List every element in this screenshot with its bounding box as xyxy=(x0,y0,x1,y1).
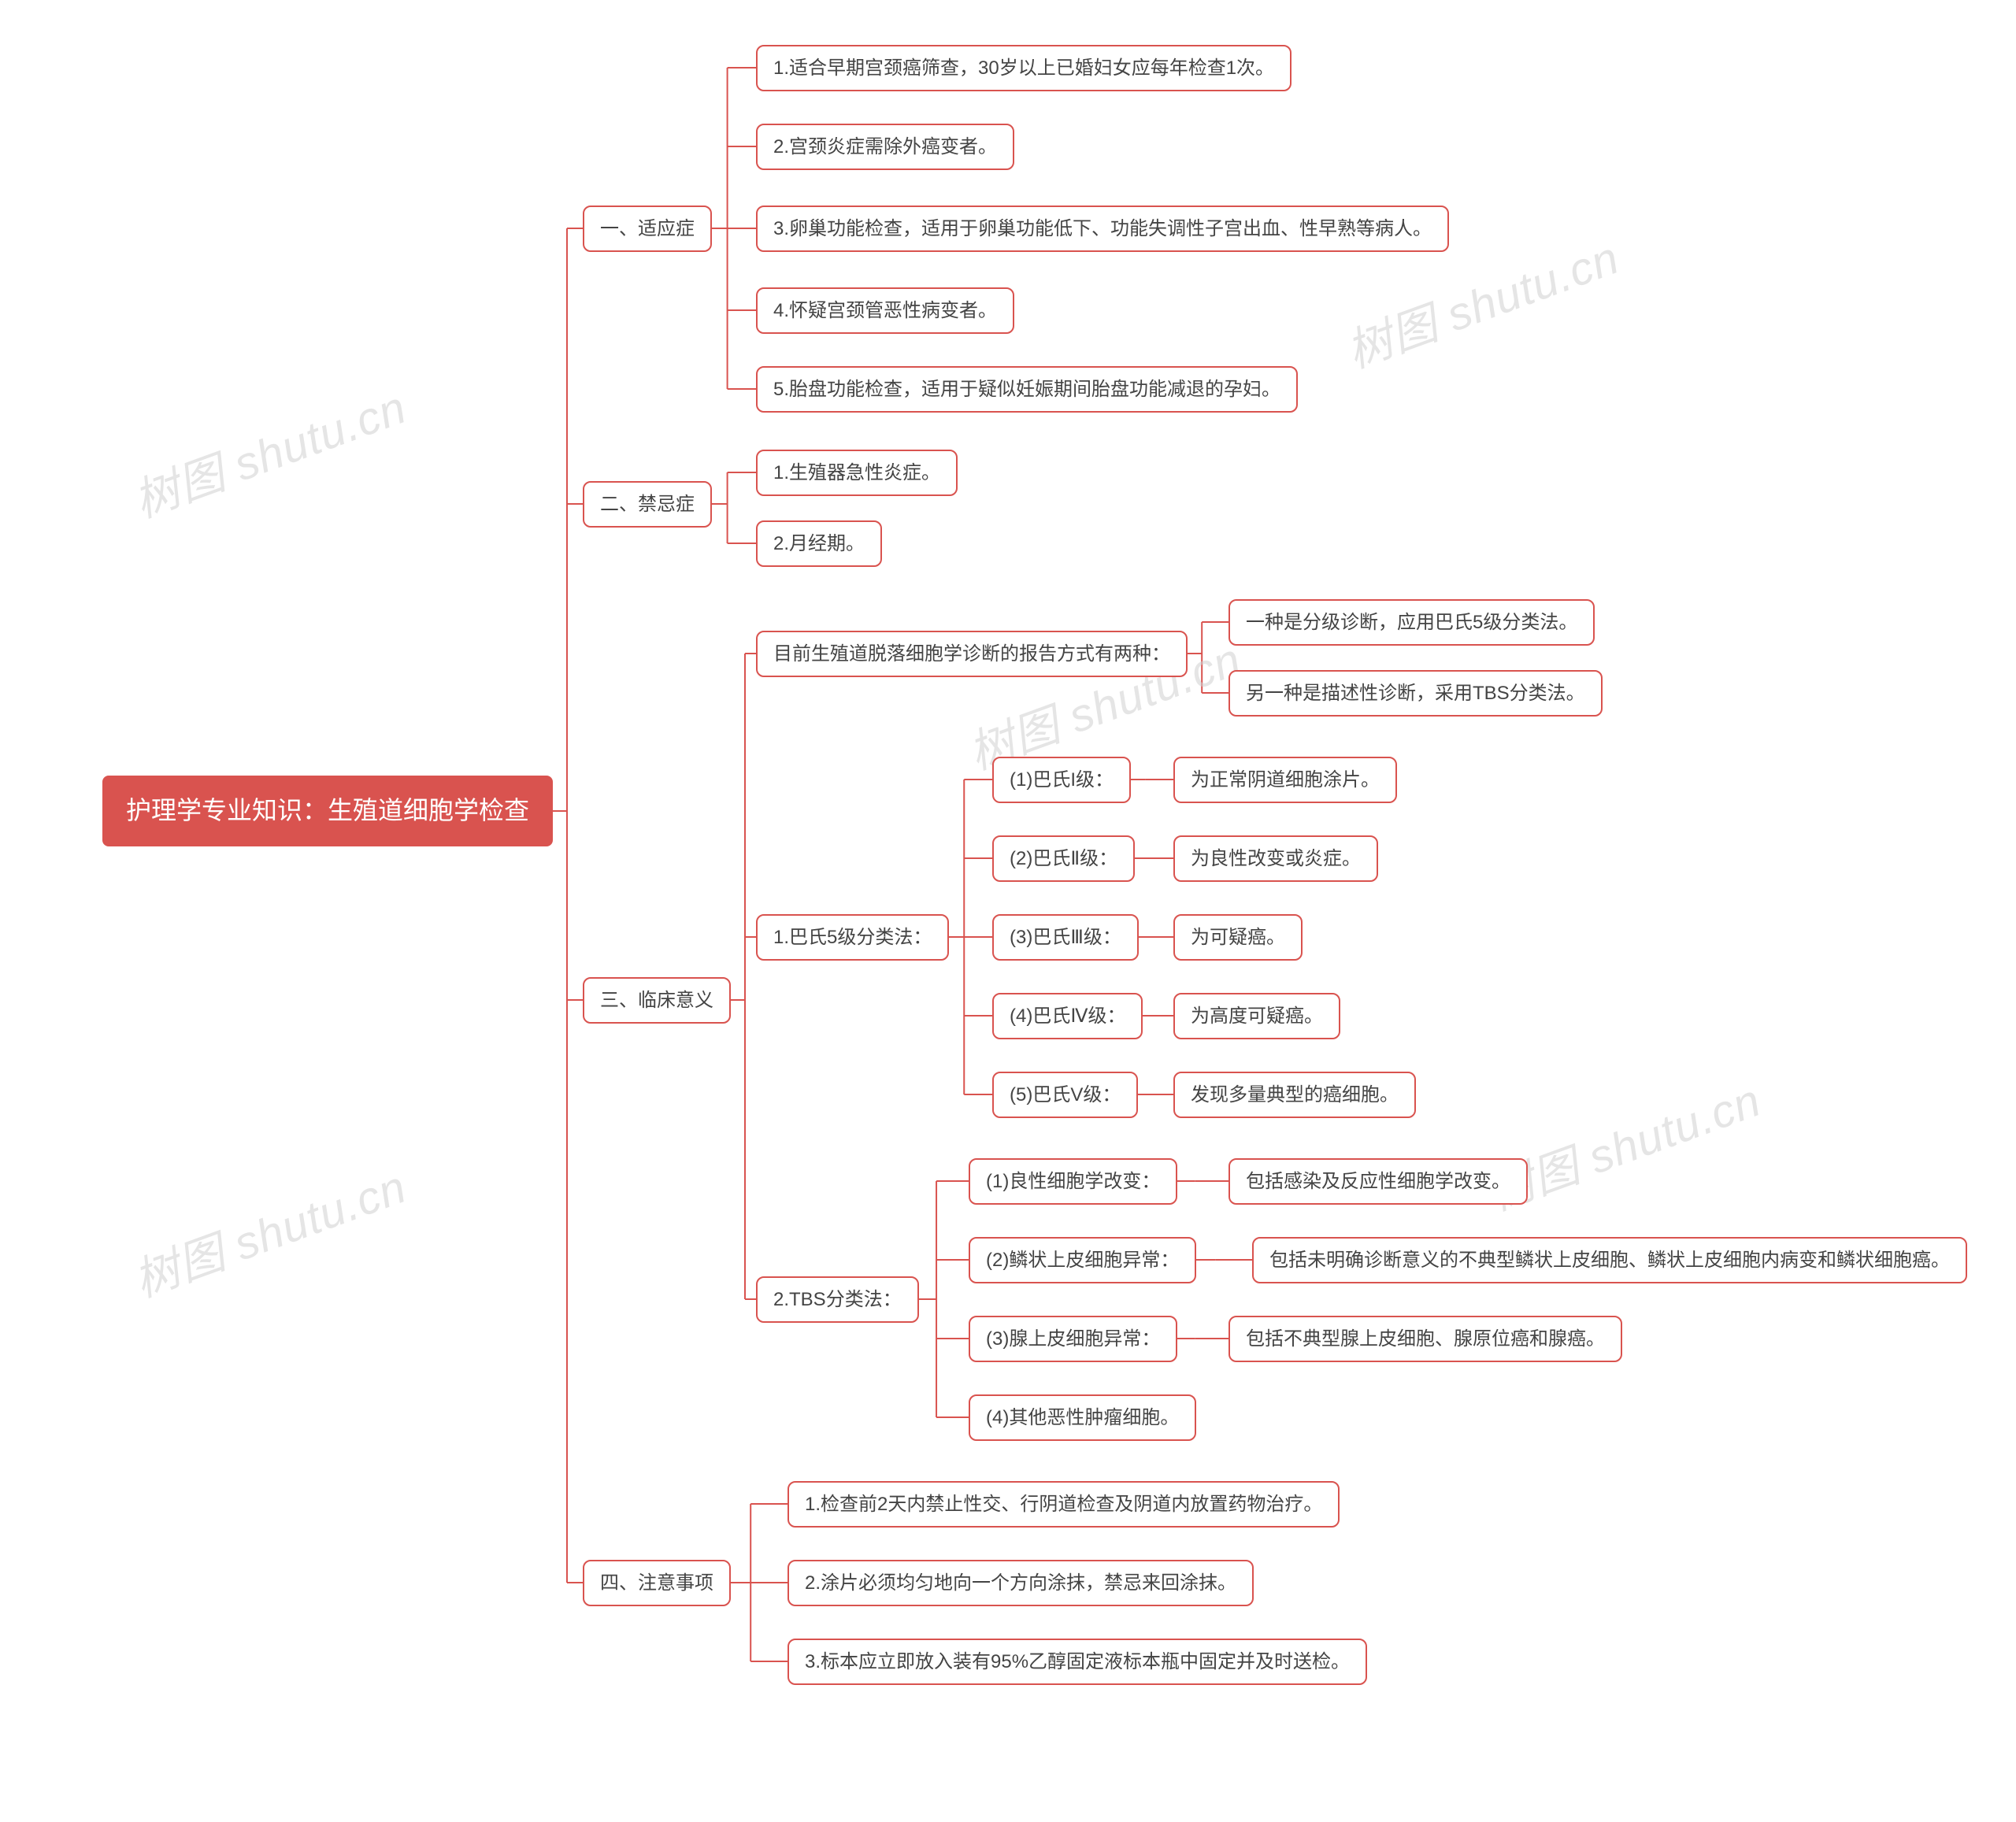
node-label: 包括未明确诊断意义的不典型鳞状上皮细胞、鳞状上皮细胞内病变和鳞状细胞癌。 xyxy=(1269,1248,1950,1272)
node-label: 另一种是描述性诊断，采用TBS分类法。 xyxy=(1246,681,1585,705)
node-label: 3.卵巢功能检查，适用于卵巢功能低下、功能失调性子宫出血、性早熟等病人。 xyxy=(773,217,1432,241)
mindmap-node: 为正常阴道细胞涂片。 xyxy=(1173,757,1397,803)
mindmap-node: 2.TBS分类法： xyxy=(756,1276,919,1323)
mindmap-node: (3)巴氏Ⅲ级： xyxy=(992,914,1139,961)
node-label: 1.适合早期宫颈癌筛查，30岁以上已婚妇女应每年检查1次。 xyxy=(773,56,1274,80)
node-label: 一种是分级诊断，应用巴氏5级分类法。 xyxy=(1246,610,1577,635)
mindmap-node: 为可疑癌。 xyxy=(1173,914,1303,961)
mindmap-node: 2.宫颈炎症需除外癌变者。 xyxy=(756,124,1014,170)
mindmap-node: 一种是分级诊断，应用巴氏5级分类法。 xyxy=(1228,599,1595,646)
node-label: (1)良性细胞学改变： xyxy=(986,1169,1160,1194)
mindmap-node: 三、临床意义 xyxy=(583,977,731,1024)
mindmap-node: (4)其他恶性肿瘤细胞。 xyxy=(969,1394,1196,1441)
node-label: (5)巴氏V级： xyxy=(1010,1083,1121,1107)
mindmap-node: 为高度可疑癌。 xyxy=(1173,993,1340,1039)
node-label: 1.生殖器急性炎症。 xyxy=(773,461,940,485)
node-label: 5.胎盘功能检查，适用于疑似妊娠期间胎盘功能减退的孕妇。 xyxy=(773,377,1280,402)
node-label: (4)巴氏Ⅳ级： xyxy=(1010,1004,1125,1028)
node-label: 二、禁忌症 xyxy=(600,492,695,517)
node-label: 发现多量典型的癌细胞。 xyxy=(1191,1083,1399,1107)
node-label: 3.标本应立即放入装有95%乙醇固定液标本瓶中固定并及时送检。 xyxy=(805,1650,1350,1674)
node-label: 4.怀疑宫颈管恶性病变者。 xyxy=(773,298,997,323)
mindmap-node: 包括不典型腺上皮细胞、腺原位癌和腺癌。 xyxy=(1228,1316,1622,1362)
node-label: 包括不典型腺上皮细胞、腺原位癌和腺癌。 xyxy=(1246,1327,1605,1351)
mindmap-node: 一、适应症 xyxy=(583,206,712,252)
mindmap-node: 5.胎盘功能检查，适用于疑似妊娠期间胎盘功能减退的孕妇。 xyxy=(756,366,1298,413)
mindmap-node: (3)腺上皮细胞异常： xyxy=(969,1316,1177,1362)
node-label: (1)巴氏I级： xyxy=(1010,768,1114,792)
node-label: 一、适应症 xyxy=(600,217,695,241)
mindmap-node: 3.卵巢功能检查，适用于卵巢功能低下、功能失调性子宫出血、性早熟等病人。 xyxy=(756,206,1449,252)
node-label: 为良性改变或炎症。 xyxy=(1191,846,1361,871)
mindmap-node: 为良性改变或炎症。 xyxy=(1173,835,1378,882)
connectors-layer xyxy=(0,0,2016,1822)
root-node: 护理学专业知识：生殖道细胞学检查 xyxy=(102,776,553,846)
node-label: 为高度可疑癌。 xyxy=(1191,1004,1323,1028)
mindmap-node: 1.适合早期宫颈癌筛查，30岁以上已婚妇女应每年检查1次。 xyxy=(756,45,1292,91)
watermark: 树图 shutu.cn xyxy=(124,1150,414,1310)
mindmap-node: 包括未明确诊断意义的不典型鳞状上皮细胞、鳞状上皮细胞内病变和鳞状细胞癌。 xyxy=(1252,1237,1967,1283)
node-label: 为可疑癌。 xyxy=(1191,925,1285,950)
mindmap-node: (4)巴氏Ⅳ级： xyxy=(992,993,1143,1039)
mindmap-node: 另一种是描述性诊断，采用TBS分类法。 xyxy=(1228,670,1603,717)
node-label: (2)鳞状上皮细胞异常： xyxy=(986,1248,1179,1272)
node-label: 三、临床意义 xyxy=(600,988,713,1013)
mindmap-node: (1)良性细胞学改变： xyxy=(969,1158,1177,1205)
node-label: (3)腺上皮细胞异常： xyxy=(986,1327,1160,1351)
node-label: (2)巴氏Ⅱ级： xyxy=(1010,846,1117,871)
node-label: 目前生殖道脱落细胞学诊断的报告方式有两种： xyxy=(773,642,1170,666)
node-label: (3)巴氏Ⅲ级： xyxy=(1010,925,1121,950)
mindmap-node: (1)巴氏I级： xyxy=(992,757,1131,803)
mindmap-node: 1.巴氏5级分类法： xyxy=(756,914,949,961)
node-label: (4)其他恶性肿瘤细胞。 xyxy=(986,1405,1179,1430)
node-label: 四、注意事项 xyxy=(600,1571,713,1595)
mindmap-node: (2)鳞状上皮细胞异常： xyxy=(969,1237,1196,1283)
mindmap-node: (2)巴氏Ⅱ级： xyxy=(992,835,1135,882)
mindmap-node: 四、注意事项 xyxy=(583,1560,731,1606)
mindmap-node: (5)巴氏V级： xyxy=(992,1072,1138,1118)
mindmap-node: 1.生殖器急性炎症。 xyxy=(756,450,958,496)
mindmap-canvas: 树图 shutu.cn树图 shutu.cn树图 shutu.cn树图 shut… xyxy=(0,0,2016,1822)
mindmap-node: 目前生殖道脱落细胞学诊断的报告方式有两种： xyxy=(756,631,1188,677)
node-label: 为正常阴道细胞涂片。 xyxy=(1191,768,1380,792)
node-label: 2.TBS分类法： xyxy=(773,1287,902,1312)
node-label: 2.宫颈炎症需除外癌变者。 xyxy=(773,135,997,159)
mindmap-node: 3.标本应立即放入装有95%乙醇固定液标本瓶中固定并及时送检。 xyxy=(788,1639,1367,1685)
node-label: 2.月经期。 xyxy=(773,531,865,556)
mindmap-node: 包括感染及反应性细胞学改变。 xyxy=(1228,1158,1528,1205)
mindmap-node: 二、禁忌症 xyxy=(583,481,712,528)
node-label: 护理学专业知识：生殖道细胞学检查 xyxy=(126,794,529,828)
node-label: 1.巴氏5级分类法： xyxy=(773,925,932,950)
mindmap-node: 2.月经期。 xyxy=(756,520,882,567)
mindmap-node: 发现多量典型的癌细胞。 xyxy=(1173,1072,1416,1118)
mindmap-node: 4.怀疑宫颈管恶性病变者。 xyxy=(756,287,1014,334)
node-label: 2.涂片必须均匀地向一个方向涂抹，禁忌来回涂抹。 xyxy=(805,1571,1236,1595)
mindmap-node: 2.涂片必须均匀地向一个方向涂抹，禁忌来回涂抹。 xyxy=(788,1560,1254,1606)
watermark: 树图 shutu.cn xyxy=(124,371,414,531)
node-label: 1.检查前2天内禁止性交、行阴道检查及阴道内放置药物治疗。 xyxy=(805,1492,1322,1516)
mindmap-node: 1.检查前2天内禁止性交、行阴道检查及阴道内放置药物治疗。 xyxy=(788,1481,1340,1528)
node-label: 包括感染及反应性细胞学改变。 xyxy=(1246,1169,1510,1194)
